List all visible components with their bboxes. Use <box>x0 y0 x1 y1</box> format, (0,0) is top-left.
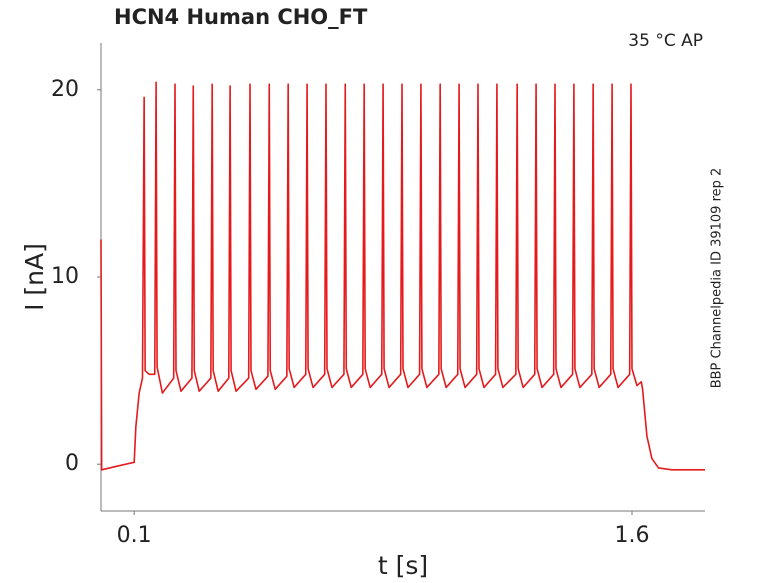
x-tick-label: 1.6 <box>614 523 649 548</box>
trace <box>100 81 705 471</box>
x-axis-label: t [s] <box>378 551 428 580</box>
chart-title: HCN4 Human CHO_FT <box>114 5 368 29</box>
side-label: BBP Channelpedia ID 39109 rep 2 <box>710 168 725 389</box>
y-axis-label: I [nA] <box>20 243 49 311</box>
annotation: 35 °C AP <box>628 31 703 51</box>
y-tick-label: 10 <box>51 264 79 289</box>
y-tick-label: 20 <box>51 77 79 102</box>
x-tick-label: 0.1 <box>117 523 152 548</box>
y-tick-label: 0 <box>65 451 79 476</box>
